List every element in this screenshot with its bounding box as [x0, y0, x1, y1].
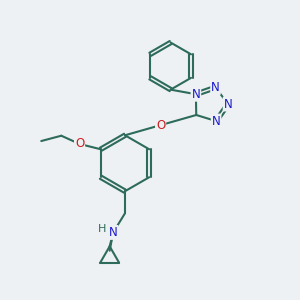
- Text: N: N: [211, 81, 220, 94]
- Text: N: N: [191, 88, 200, 101]
- Text: H: H: [98, 224, 106, 235]
- Text: N: N: [212, 115, 220, 128]
- Text: O: O: [156, 118, 165, 132]
- Text: N: N: [224, 98, 233, 111]
- Text: N: N: [109, 226, 118, 239]
- Text: O: O: [75, 137, 84, 151]
